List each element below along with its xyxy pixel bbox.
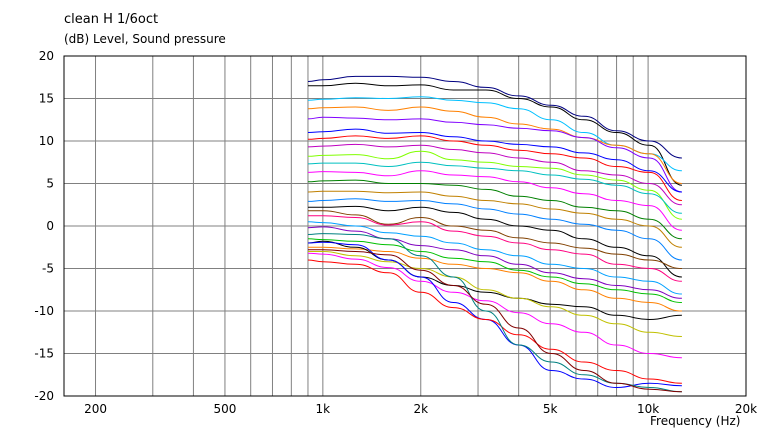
series-line-6 xyxy=(307,128,682,193)
series-line-28 xyxy=(308,249,682,393)
y-tick-label: 15 xyxy=(39,92,54,106)
series-group xyxy=(307,75,682,393)
series-line-16 xyxy=(308,210,682,269)
series-line-5 xyxy=(307,116,682,193)
series-line-8 xyxy=(307,143,682,206)
x-tick-labels: 200 500 1k 2k 5k 10k 20k xyxy=(84,402,757,416)
series-line-4 xyxy=(307,106,682,184)
series-line-2 xyxy=(308,82,682,186)
series-line-11 xyxy=(307,170,682,231)
chart-title: clean H 1/6oct xyxy=(64,12,159,27)
series-line-12 xyxy=(307,179,682,240)
series-line-20 xyxy=(307,238,682,303)
y-tick-label: -20 xyxy=(34,389,54,403)
y-axis-label: (dB) Level, Sound pressure xyxy=(64,32,226,46)
x-axis-label: Frequency (Hz) xyxy=(650,414,741,428)
series-line-14 xyxy=(307,198,682,261)
series-line-13 xyxy=(307,190,682,248)
series-line-10 xyxy=(307,161,682,214)
x-tick-label: 20k xyxy=(735,402,757,416)
y-tick-label: 5 xyxy=(46,177,54,191)
x-tick-label: 200 xyxy=(84,402,107,416)
series-line-1 xyxy=(307,75,682,159)
plot-frame xyxy=(63,55,747,397)
series-line-18 xyxy=(307,221,682,295)
series-line-23 xyxy=(308,251,682,337)
x-tick-label: 500 xyxy=(213,402,236,416)
y-tick-label: 10 xyxy=(39,134,54,148)
x-tick-label: 10k xyxy=(637,402,659,416)
x-tick-label: 2k xyxy=(413,402,428,416)
series-line-26 xyxy=(307,259,682,384)
x-tick-label: 1k xyxy=(316,402,331,416)
series-line-9 xyxy=(307,150,682,220)
y-tick-label: -10 xyxy=(34,304,54,318)
y-tick-labels: 20 15 10 5 0 -5 -10 -15 -20 xyxy=(34,49,54,403)
x-tick-label: 5k xyxy=(543,402,558,416)
series-line-24 xyxy=(307,252,682,359)
y-tick-label: 0 xyxy=(46,219,54,233)
series-line-21 xyxy=(308,246,682,312)
series-line-22 xyxy=(307,240,682,321)
series-line-17 xyxy=(308,215,682,282)
y-tick-label: 20 xyxy=(39,49,54,63)
series-line-19 xyxy=(307,226,682,299)
series-line-7 xyxy=(307,135,682,201)
y-tick-label: -5 xyxy=(42,262,54,276)
y-tick-label: -15 xyxy=(34,347,54,361)
series-line-15 xyxy=(308,205,682,278)
